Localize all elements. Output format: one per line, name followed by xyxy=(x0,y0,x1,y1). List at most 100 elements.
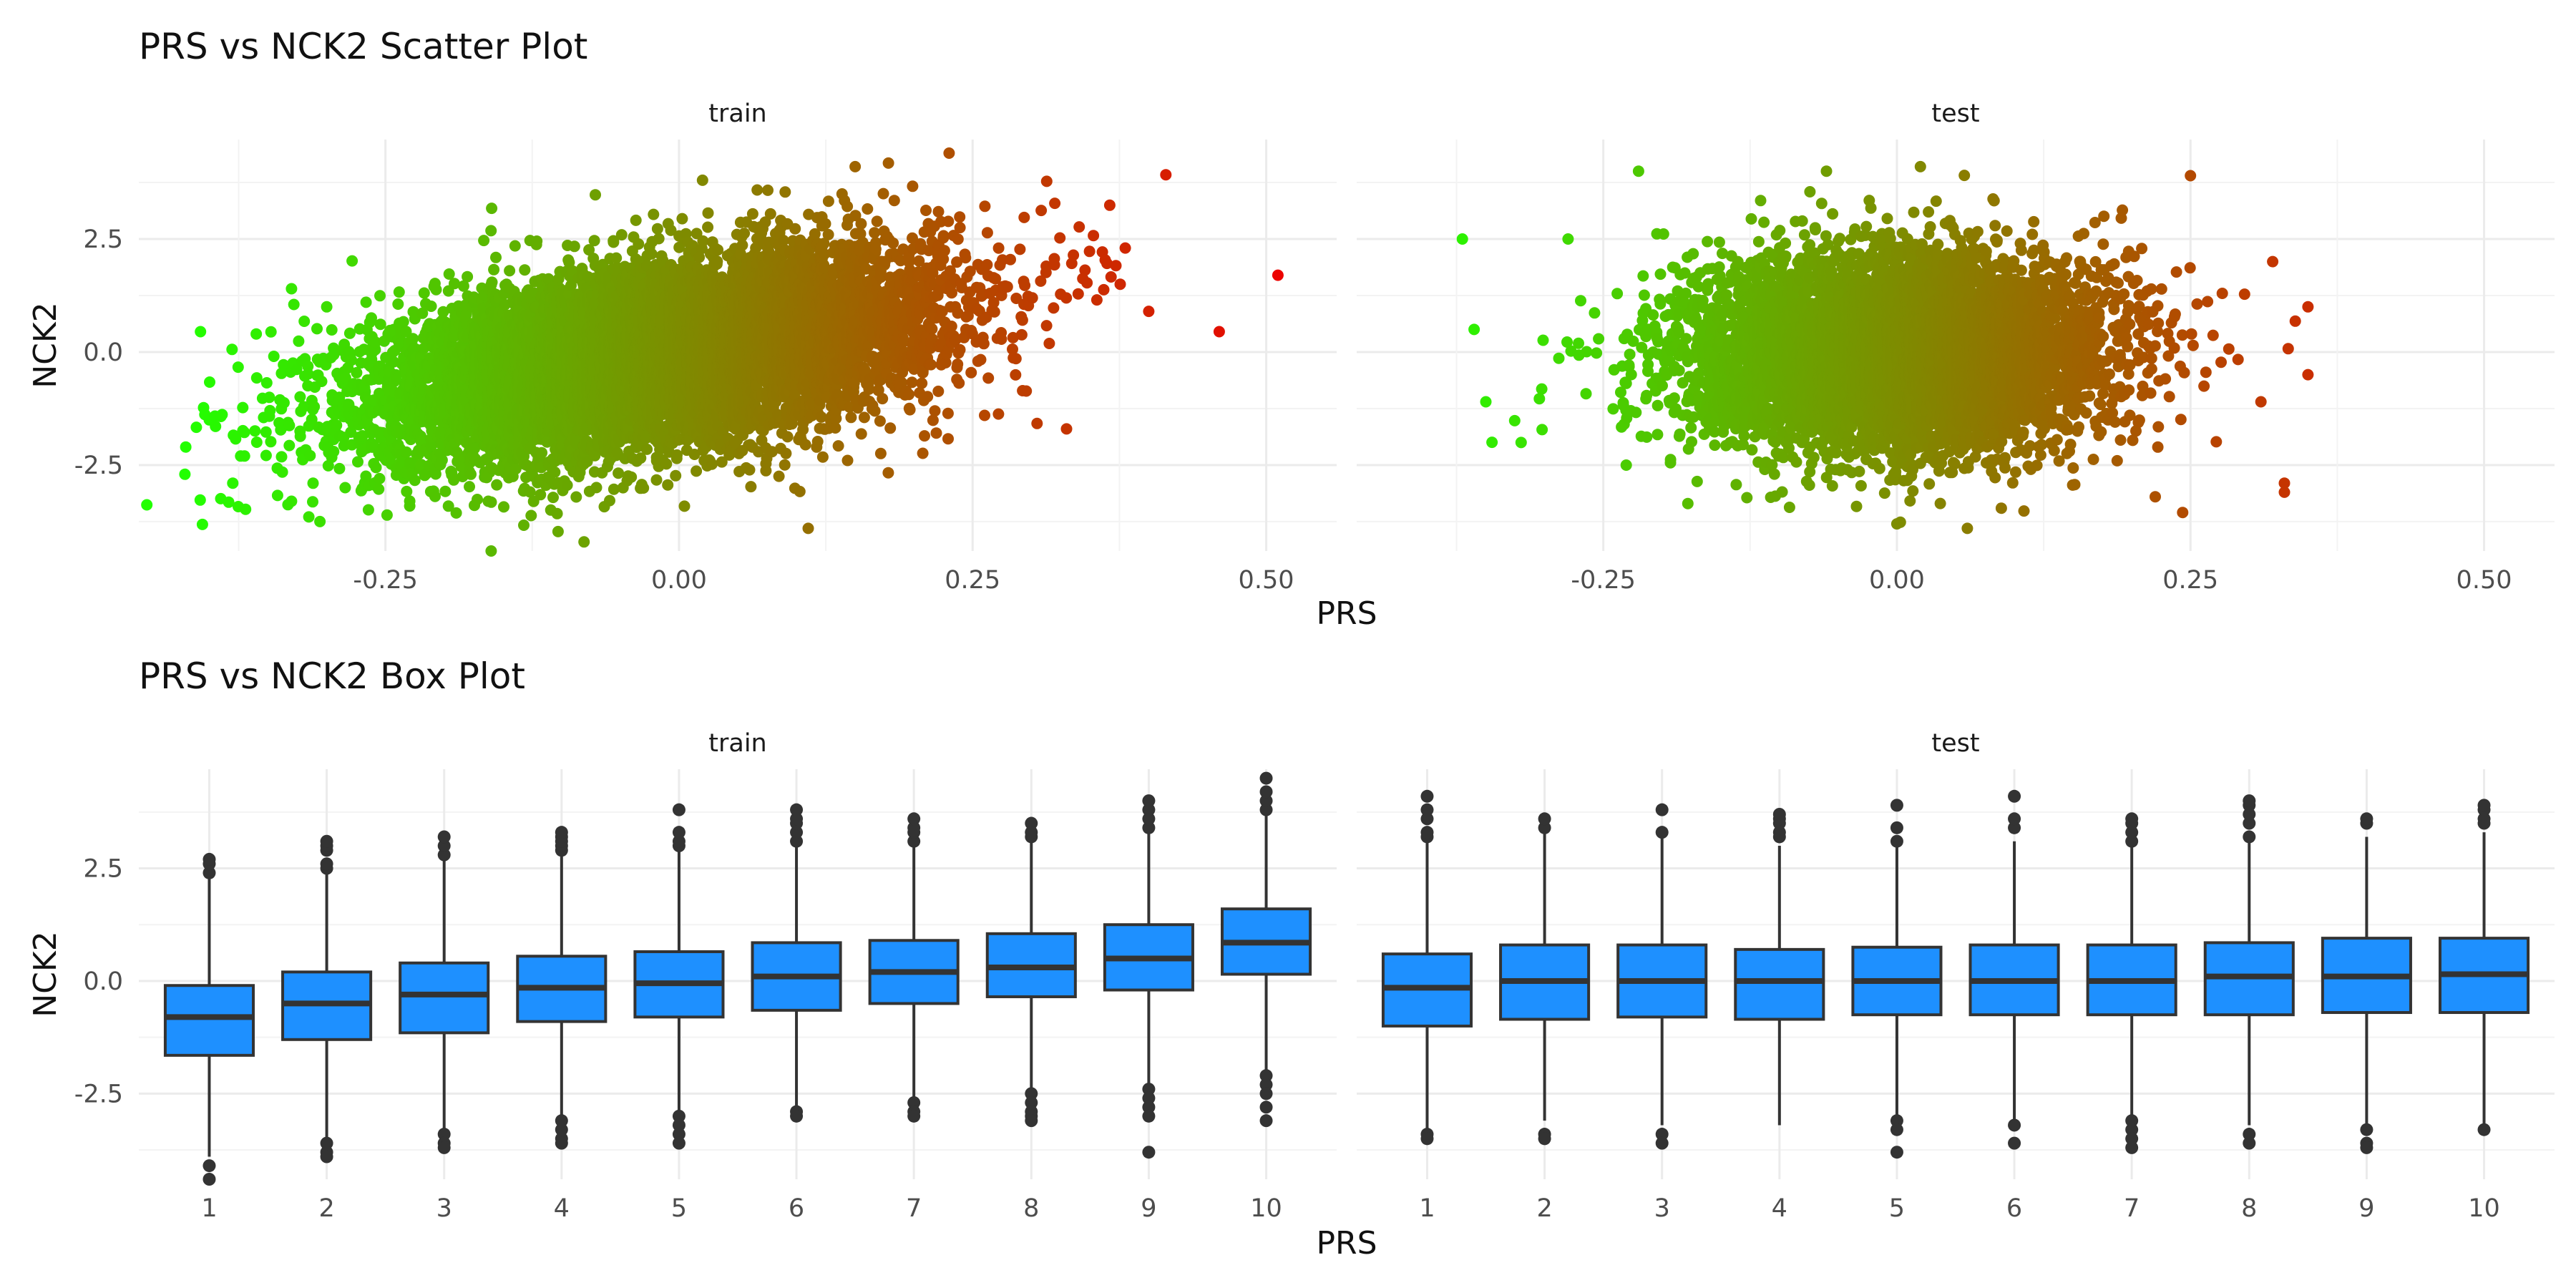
scatter-point xyxy=(369,336,381,348)
scatter-point xyxy=(294,391,306,403)
scatter-point xyxy=(190,421,203,434)
scatter-point xyxy=(472,494,483,505)
scatter-point xyxy=(293,335,305,347)
scatter-point xyxy=(346,354,358,366)
scatter-point xyxy=(302,368,314,380)
scatter-point xyxy=(416,307,429,319)
scatter-point xyxy=(294,430,306,442)
scatter-point xyxy=(333,462,346,474)
scatter-point xyxy=(351,366,363,379)
scatter-point xyxy=(549,466,561,478)
scatter-point xyxy=(227,477,239,489)
scatter-point xyxy=(429,468,441,480)
scatter-point xyxy=(286,495,298,507)
scatter-point xyxy=(210,420,222,432)
scatter-point xyxy=(525,509,537,522)
scatter-panel-train: train-0.25 0.00 0.25 0.50 xyxy=(139,99,1337,595)
scatter-point xyxy=(326,324,338,336)
scatter-point xyxy=(196,518,208,530)
scatter-point xyxy=(478,235,490,247)
scatter-point xyxy=(226,343,238,356)
scatter-point xyxy=(238,426,250,439)
scatter-point xyxy=(263,391,275,404)
scatter-point xyxy=(360,470,372,482)
scatter-point xyxy=(260,426,272,438)
scatter-point xyxy=(464,481,475,493)
scatter-point xyxy=(490,251,502,263)
scatter-point xyxy=(430,283,442,296)
scatter-point xyxy=(278,358,290,371)
scatter-point xyxy=(283,419,296,431)
scatter-point xyxy=(268,351,280,362)
scatter-point xyxy=(356,430,369,441)
scatter-point xyxy=(250,328,263,340)
scatter-point xyxy=(275,451,288,463)
scatter-point xyxy=(260,449,272,462)
scatter-point xyxy=(450,507,462,519)
scatter-point xyxy=(286,283,298,295)
scatter-point xyxy=(250,436,263,448)
scatter-point xyxy=(346,255,358,267)
scatter-point xyxy=(304,449,316,462)
scatter-point xyxy=(265,326,277,338)
scatter-point xyxy=(339,372,351,384)
scatter-point xyxy=(485,545,497,557)
scatter-point xyxy=(223,496,235,508)
scatter-point xyxy=(307,496,318,508)
scatter-point xyxy=(648,208,660,220)
scatter-point xyxy=(308,401,321,413)
scatter-point xyxy=(590,189,601,201)
scatter-point xyxy=(439,485,452,497)
scatter-point xyxy=(504,265,516,277)
scatter-point xyxy=(401,485,413,497)
scatter-point xyxy=(429,490,441,502)
scatter-point xyxy=(536,447,548,459)
scatter-point xyxy=(465,468,477,480)
scatter-point xyxy=(352,456,364,468)
scatter-point xyxy=(303,511,315,523)
scatter-point xyxy=(409,474,421,487)
scatter-point xyxy=(509,240,521,252)
scatter-point xyxy=(469,442,481,454)
scatter-point xyxy=(518,519,530,531)
scatter-point xyxy=(400,326,412,338)
scatter-point xyxy=(491,479,503,491)
scatter-point xyxy=(373,483,385,495)
scatter-point xyxy=(204,376,215,388)
scatter-point xyxy=(425,301,437,312)
scatter-point xyxy=(381,509,393,521)
scatter-point xyxy=(276,466,288,478)
scatter-point xyxy=(551,507,563,519)
scatter-point xyxy=(498,501,509,513)
scatter-point xyxy=(288,298,300,311)
scatter-point xyxy=(374,290,386,302)
scatter-point xyxy=(370,462,382,474)
scatter-point xyxy=(314,515,326,527)
scatter-point xyxy=(570,491,582,503)
scatter-point xyxy=(240,503,252,515)
scatter-point xyxy=(645,248,658,260)
scatter-point xyxy=(552,525,564,537)
scatter-point xyxy=(311,323,323,335)
scatter-point xyxy=(298,401,310,413)
box-title: PRS vs NCK2 Box Plot xyxy=(139,655,525,697)
scatter-point xyxy=(660,458,673,470)
scatter-point xyxy=(400,446,412,458)
scatter-point xyxy=(425,440,437,452)
scatter-points xyxy=(141,147,1284,557)
scatter-point xyxy=(250,372,263,384)
scatter-point xyxy=(328,348,340,361)
scatter-point xyxy=(390,374,402,386)
scatter-point xyxy=(485,496,497,508)
scatter-point xyxy=(407,333,419,345)
scatter-point xyxy=(568,240,580,253)
scatter-point xyxy=(662,479,674,491)
scatter-point xyxy=(346,439,358,451)
scatter-point xyxy=(238,450,250,462)
scatter-point xyxy=(633,238,645,250)
scatter-point xyxy=(216,409,228,421)
scatter-point xyxy=(265,436,277,448)
scatter-point xyxy=(392,298,404,310)
scatter-point xyxy=(417,343,429,355)
scatter-point xyxy=(275,367,288,379)
